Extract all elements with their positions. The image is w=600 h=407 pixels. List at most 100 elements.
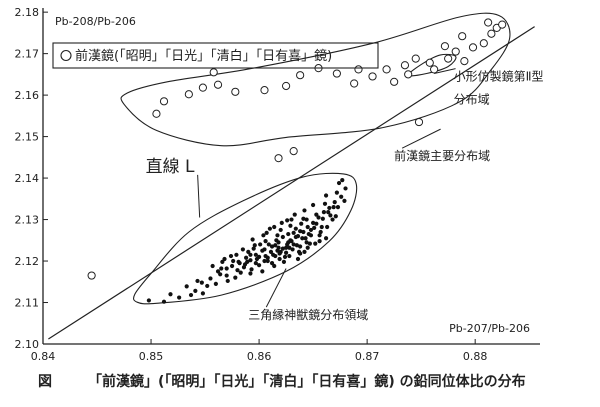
filled-dot-point (304, 240, 309, 245)
filled-dot-point (184, 284, 189, 289)
filled-dot-point (308, 227, 314, 233)
line-l-leader (197, 174, 201, 218)
open-circle-point (159, 97, 169, 106)
filled-dot-point (272, 263, 277, 269)
open-circle-point (430, 65, 439, 74)
open-circle-point (414, 117, 424, 127)
x-tick-label: 0.84 (31, 350, 56, 363)
filled-dot-point (282, 254, 288, 259)
filled-dot-point (288, 223, 293, 228)
filled-dot-point (218, 272, 223, 277)
legend-label: 前漢鏡(「昭明」「日光」「清白」「日有喜」鏡) (75, 48, 332, 64)
filled-dot-point (303, 236, 308, 241)
filled-dot-point (279, 220, 284, 225)
open-circle-point (198, 83, 208, 92)
filled-dot-point (274, 238, 279, 243)
open-circle-point (281, 81, 291, 91)
filled-dot-point (287, 245, 292, 250)
filled-dot-point (248, 271, 253, 276)
y-tick-label: 2.17 (15, 48, 40, 61)
filled-dot-point (268, 249, 274, 255)
annotation-small-mirror-type2: 小形仿製鏡第Ⅱ型 (454, 69, 544, 84)
filled-dot-point (339, 194, 344, 199)
filled-dot-point (277, 256, 282, 262)
filled-dot-point (235, 268, 240, 273)
open-circle-point (289, 147, 298, 156)
filled-dot-point (195, 278, 200, 284)
filled-dot-point (305, 245, 310, 250)
filled-dot-point (258, 242, 263, 247)
filled-dot-point (340, 178, 345, 183)
filled-dot-point (205, 283, 210, 289)
region-outline (407, 53, 457, 77)
filled-dot-point (248, 258, 253, 263)
caption-text: 「前漢鏡」(「昭明」「日光」「清白」「日有喜」鏡) の鉛同位体比の分布 (88, 374, 526, 390)
open-circle-series (87, 18, 507, 280)
y-tick-label: 2.11 (15, 297, 40, 310)
annotation-leader-small-mirror (434, 68, 456, 75)
open-circle-point (425, 58, 434, 67)
filled-dot-point (254, 256, 260, 262)
open-circle-point (368, 72, 377, 81)
filled-dot-point (325, 224, 330, 230)
filled-dot-point (313, 241, 318, 246)
y-tick-label: 2.16 (15, 89, 40, 102)
filled-dot-point (302, 208, 307, 213)
filled-dot-point (302, 249, 307, 255)
annotation-leader-main-region (401, 128, 441, 149)
y-tick-label: 2.10 (15, 338, 40, 351)
annotation-leader-triangular-region (265, 268, 287, 308)
filled-dot-point (301, 229, 306, 235)
filled-dot-point (331, 205, 336, 210)
filled-dot-point (283, 250, 289, 255)
axes: 2.10 2.11 2.12 2.13 2.14 2.15 2.16 2.17 2.18 0.84… (15, 6, 540, 363)
filled-dot-point (335, 205, 341, 210)
filled-dot-point (291, 242, 296, 247)
filled-dot-point (300, 236, 305, 241)
filled-dot-point (262, 258, 267, 264)
open-circle-point (440, 42, 450, 51)
distribution-regions (120, 12, 511, 305)
filled-dot-point (304, 217, 309, 222)
filled-dot-point (298, 251, 303, 256)
open-circle-point (296, 71, 305, 80)
filled-dot-point (238, 270, 243, 275)
lead-isotope-scatter-chart: 2.10 2.11 2.12 2.13 2.14 2.15 2.16 2.17 2.18 0.84… (15, 6, 544, 363)
filled-dot-point (285, 218, 290, 223)
filled-dot-point (305, 224, 310, 230)
filled-dot-point (188, 292, 194, 298)
filled-dot-point (263, 239, 268, 244)
filled-dot-point (311, 202, 316, 208)
open-circle-point (231, 87, 240, 96)
filled-dot-point (266, 242, 271, 247)
y-tick-label: 2.13 (15, 214, 40, 227)
filled-dot-point (334, 190, 339, 195)
open-circle-point (152, 109, 161, 118)
y-axis-label: Pb-208/Pb-206 (55, 15, 136, 28)
x-tick-label: 0.88 (463, 350, 488, 363)
filled-dot-point (298, 229, 303, 234)
filled-dot-point (273, 243, 278, 248)
filled-dot-point (267, 226, 272, 231)
filled-dot-point (219, 266, 224, 271)
open-circle-point (404, 70, 413, 79)
filled-dot-point (161, 299, 167, 304)
region-outline (120, 12, 511, 147)
filled-dot-point (336, 180, 342, 186)
open-circle-point (350, 79, 359, 88)
filled-dot-point (330, 217, 335, 222)
figure-label: 図 (38, 374, 52, 390)
filled-dot-point (323, 193, 329, 198)
open-circle-point (468, 43, 478, 52)
filled-dot-point (199, 280, 204, 285)
filled-dot-point (222, 256, 227, 262)
filled-dot-point (326, 209, 331, 215)
filled-dot-point (327, 205, 332, 211)
filled-dot-point (269, 261, 275, 266)
open-circle-point (451, 47, 460, 56)
filled-dot-point (278, 227, 283, 233)
filled-dot-point (168, 292, 173, 297)
x-axis-label: Pb-207/Pb-206 (449, 322, 530, 335)
filled-dot-point (318, 229, 323, 235)
annotation-triangular-mirror-region: 三角縁神獣鏡分布領域 (248, 307, 368, 322)
